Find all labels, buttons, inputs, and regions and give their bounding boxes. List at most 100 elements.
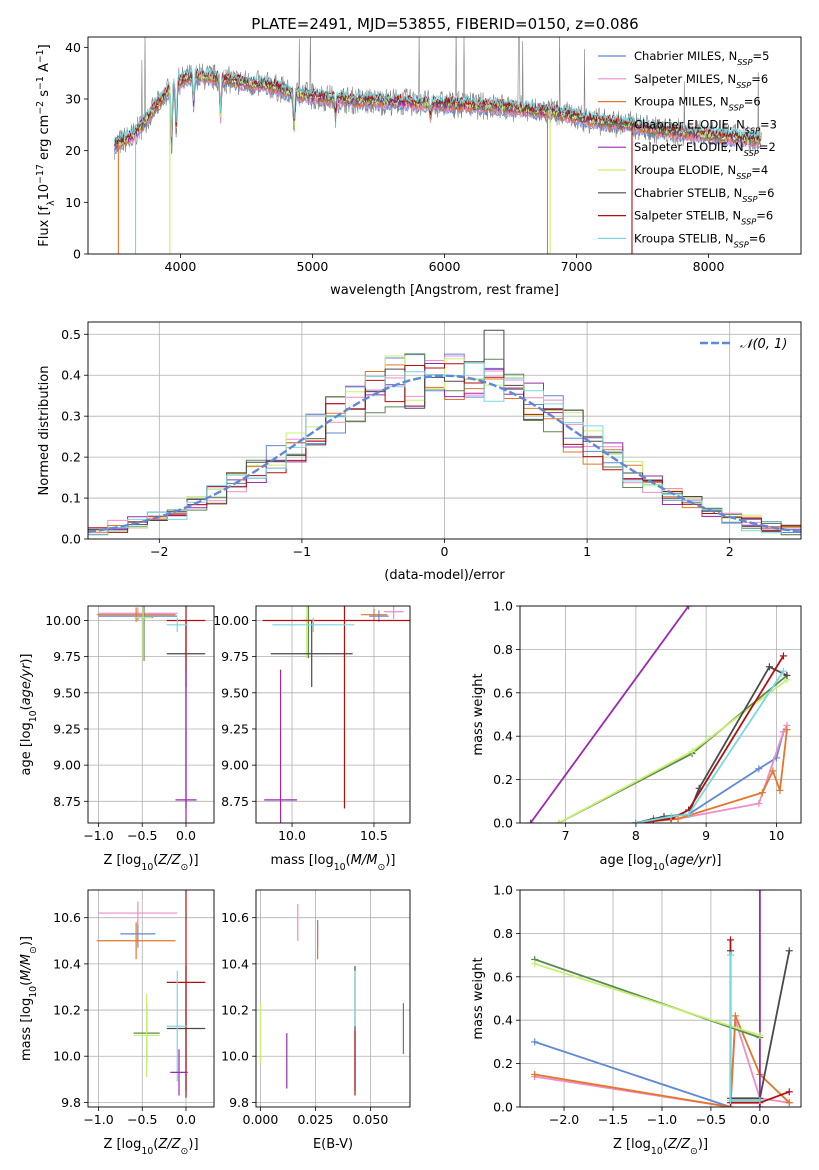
y-tick-label: 10.2 [221,1003,249,1018]
weight-marker [755,799,763,807]
y-axis-label-mass-vs-Z-part: M/M [19,954,34,981]
y-tick-label: 0.5 [61,327,81,342]
y-tick-label: 1.0 [493,883,513,898]
x-axis-label-weight-vs-age-part: ( [665,853,670,868]
weight-marker [769,767,777,775]
weight-marker [727,1096,735,1104]
x-tick-label: 10 [768,828,784,843]
y-tick-label: 9.25 [53,721,81,736]
axes-frame [255,605,411,824]
x-tick-label: 9 [702,828,710,843]
legend-entry: Kroupa STELIB, NSSP=6 [634,231,766,249]
legend-entry: Chabrier ELODIE, NSSP=3 [634,117,777,135]
y-tick-label: 9.75 [53,649,81,664]
x-axis-label-mass-vs-ebv-part: E(B-V) [313,1137,353,1152]
x-axis-label-age-vs-Z-part: )] [188,853,198,868]
x-axis-label-age-vs-mass-part: )] [385,853,395,868]
legend-entry-part: SSP [742,194,757,204]
errorbar-point [98,901,178,925]
x-tick-label: 0.000 [243,1112,279,1127]
x-axis-label-age-vs-mass-part: ⊙ [377,862,385,873]
y-axis-label-spectrum-part: s [37,90,52,101]
y-axis-label-weight-vs-Z: mass weight [471,957,486,1039]
x-tick-label: 7 [562,828,570,843]
legend-entry: Salpeter STELIB, NSSP=6 [634,209,773,227]
y-axis-label-weight-vs-age: mass weight [471,673,486,755]
y-tick-label: 0.0 [493,1100,513,1115]
x-tick-label: 0.0 [176,828,196,843]
x-axis-label-age-vs-mass-part: M/M [351,853,378,868]
frame-spectrum: 4000 5000 6000 7000 8000 0 10 20 30 40 [65,36,802,274]
y-tick-label: 0.3 [61,409,81,424]
errorbar-point [360,608,388,621]
legend-entry-part: Kroupa ELODIE, N [634,163,736,177]
weight-lines-weight-vs-Z [531,890,793,1107]
y-axis-label-spectrum-part: Flux [f [37,205,52,246]
errorbar-point [133,993,160,1077]
errorbar-point [134,606,152,661]
x-tick-label: 0.050 [353,1112,389,1127]
x-axis-label-mass-vs-Z-part: ( [153,1137,158,1152]
y-tick-label: 9.75 [221,649,249,664]
legend-entry-part: =6 [744,95,761,109]
y-tick-label: 0 [73,247,81,262]
x-axis-label-weight-vs-Z-part: )] [698,1137,708,1152]
y-axis-label-spectrum-part: λ [46,200,57,206]
weight-marker [756,890,764,894]
y-tick-label: 10.2 [53,1003,81,1018]
y-tick-label: 0.8 [493,642,513,657]
y-axis-label-mass-vs-Z-part: mass [log [19,998,34,1061]
x-axis-label-mass-vs-Z-part: Z/Z [157,1137,181,1152]
legend-entry-part: SSP [745,125,760,135]
legend-entry-part: Salpeter MILES, N [634,72,736,86]
weight-marker [531,1038,539,1046]
legend-entry-part: =6 [756,209,773,223]
legend-entry-part: SSP [736,171,751,181]
legend-entry-part: =6 [751,72,768,86]
x-axis-label-mass-vs-Z-part: )] [188,1137,198,1152]
x-axis-label-age-vs-Z: Z [log10(Z/Z⊙)] [103,853,198,873]
axes-frame [519,889,802,1108]
errorbar-point [170,1049,188,1096]
axes-frame [519,605,802,824]
legend-entry: Salpeter ELODIE, NSSP=2 [634,140,776,158]
y-axis-label-mass-vs-Z-part: 10 [28,986,39,998]
x-axis-label-mass-vs-ebv: E(B-V) [313,1137,353,1152]
axes-frame [87,605,215,824]
x-tick-label: 10.5 [360,828,388,843]
errorbar-point [166,617,188,633]
chart-layer: 4000 5000 6000 7000 8000010203040wavelength … [19,36,802,1157]
frame-weight-vs-Z: −2.0 −1.5 −1.0 −0.5 0.0 0.0 0.2 0.4 0.6 0.8 1.0 [493,883,802,1127]
x-tick-label: −0.5 [696,1112,726,1127]
y-tick-label: 0.1 [61,491,81,506]
weight-marker [688,747,696,755]
x-tick-label: −0.5 [127,828,157,843]
x-axis-label-age-vs-mass: mass [log10(M/M⊙)] [271,853,396,873]
axes-frame [255,889,411,1108]
y-axis-label-spectrum-part: −1 [35,49,46,63]
model-spectrum-kroupa-stelib [114,66,762,143]
x-axis-label-age-vs-Z-part: 10 [141,862,153,873]
weight-marker [685,606,693,610]
y-tick-label: 9.8 [229,1095,249,1110]
x-tick-label: 10.0 [278,828,306,843]
legend-entry-part: SSP [737,57,752,67]
x-axis-label-weight-vs-age-part: 10 [653,862,665,873]
y-axis-label-age-vs-Z-part: ( [19,705,34,710]
y-tick-label: 40 [65,40,81,55]
legend-entry: Chabrier MILES, NSSP=5 [634,49,769,67]
frame-residuals: −2 −1 0 1 2 0.0 0.1 0.2 0.3 0.4 0.5 [61,321,802,559]
errorbar-point [383,606,404,620]
frame-weight-vs-age: 7 8 9 10 0.0 0.2 0.4 0.6 0.8 1.0 [493,599,802,843]
x-axis-label-residuals: (data-model)/error [384,568,505,583]
y-tick-label: 1.0 [493,599,513,614]
y-axis-label-mass-vs-Z-part: ⊙ [28,946,39,954]
legend-entry-part: Chabrier STELIB, N [634,186,742,200]
weight-marker [756,1031,764,1039]
y-tick-label: 9.00 [221,758,249,773]
y-tick-label: 10 [65,195,81,210]
y-axis-label-mass-vs-Z: mass [log10(M/M⊙)] [19,936,39,1061]
y-axis-label-spectrum-part: A [37,63,52,76]
frame-mass-vs-Z: −1.0 −0.5 0.0 9.8 10.0 10.2 10.4 10.6 [53,889,215,1127]
